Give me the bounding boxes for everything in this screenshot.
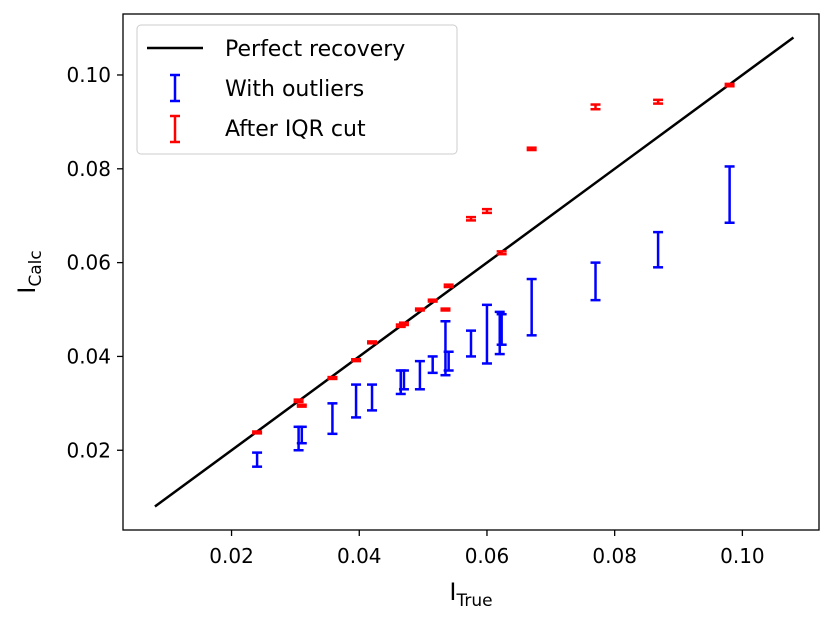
errorbar-with-outliers [653, 230, 664, 269]
x-tick-label: 0.08 [592, 544, 637, 568]
errorbar-after-iqr-cut [367, 340, 378, 345]
errorbar-after-iqr-cut [496, 250, 507, 256]
tick-layer: 0.02 0.04 0.06 0.08 0.10 0.02 0.04 0.06 0.08 0.10 [66, 63, 764, 568]
x-axis-label-sub: True [455, 591, 492, 611]
legend: Perfect recovery With outliers After IQR… [136, 24, 458, 155]
errorbar-with-outliers [481, 303, 492, 365]
errorbar-with-outliers [440, 320, 451, 377]
errorbar-after-iqr-cut [440, 307, 451, 312]
errorbar-with-outliers [590, 261, 601, 302]
errorbar-after-iqr-cut [653, 98, 664, 105]
x-tick-label: 0.04 [337, 544, 382, 568]
y-tick-label: 0.10 [66, 63, 111, 87]
y-axis-label-base: I [13, 287, 41, 294]
errorbar-after-iqr-cut [724, 82, 735, 88]
y-axis-label-sub: Calc [26, 250, 46, 286]
plot-frame [122, 13, 820, 531]
errorbar-with-outliers [496, 312, 507, 346]
errorbar-with-outliers [494, 310, 505, 356]
x-tick-label: 0.02 [209, 544, 254, 568]
y-axis-label: ICalc [13, 250, 46, 293]
errorbar-after-iqr-cut [398, 321, 409, 327]
errorbar-with-outliers [466, 329, 476, 358]
legend-label-with-outliers: With outliers [225, 77, 364, 102]
errorbar-after-iqr-cut [351, 358, 362, 363]
y-tick-label: 0.06 [66, 251, 111, 275]
errorbar-after-iqr-cut [590, 103, 601, 111]
errorbar-with-outliers [443, 350, 454, 372]
series-with-outliers [252, 165, 735, 468]
y-tick-label: 0.04 [66, 344, 111, 368]
x-axis-label-base: I [449, 578, 456, 606]
legend-marker-after-iqr-cut [170, 114, 180, 144]
errorbar-after-iqr-cut [293, 398, 304, 404]
errorbar-after-iqr-cut [252, 430, 263, 435]
errorbar-after-iqr-cut [443, 283, 454, 289]
legend-box [136, 24, 458, 155]
errorbar-after-iqr-cut [327, 375, 338, 381]
y-tick-label: 0.08 [66, 157, 111, 181]
errorbar-with-outliers [252, 451, 263, 468]
series-layer [252, 82, 735, 468]
errorbar-after-iqr-cut [526, 146, 537, 152]
x-tick-label: 0.10 [720, 544, 765, 568]
errorbar-after-iqr-cut [414, 307, 425, 312]
errorbar-with-outliers [724, 165, 735, 224]
legend-label-perfect-recovery: Perfect recovery [225, 37, 405, 62]
errorbar-with-outliers [526, 277, 537, 337]
errorbar-after-iqr-cut [466, 215, 476, 222]
errorbar-after-iqr-cut [296, 403, 307, 408]
x-tick-label: 0.06 [465, 544, 510, 568]
errorbar-with-outliers [296, 425, 307, 445]
errorbar-with-outliers [427, 355, 438, 375]
errorbar-with-outliers [327, 402, 338, 436]
errorbar-with-outliers [351, 383, 362, 419]
series-after-iqr-cut [252, 82, 735, 435]
legend-marker-with-outliers [170, 73, 180, 103]
errorbar-after-iqr-cut [427, 298, 438, 303]
errorbar-with-outliers [367, 383, 378, 412]
errorbar-with-outliers [414, 359, 425, 391]
errorbar-after-iqr-cut [481, 207, 492, 215]
legend-label-after-iqr-cut: After IQR cut [225, 117, 366, 142]
errorbar-with-outliers [398, 369, 409, 391]
perfect-recovery-line [154, 36, 795, 508]
y-tick-label: 0.02 [66, 438, 111, 462]
perfect-recovery-layer [154, 36, 795, 508]
x-axis-label: ITrue [449, 578, 492, 611]
